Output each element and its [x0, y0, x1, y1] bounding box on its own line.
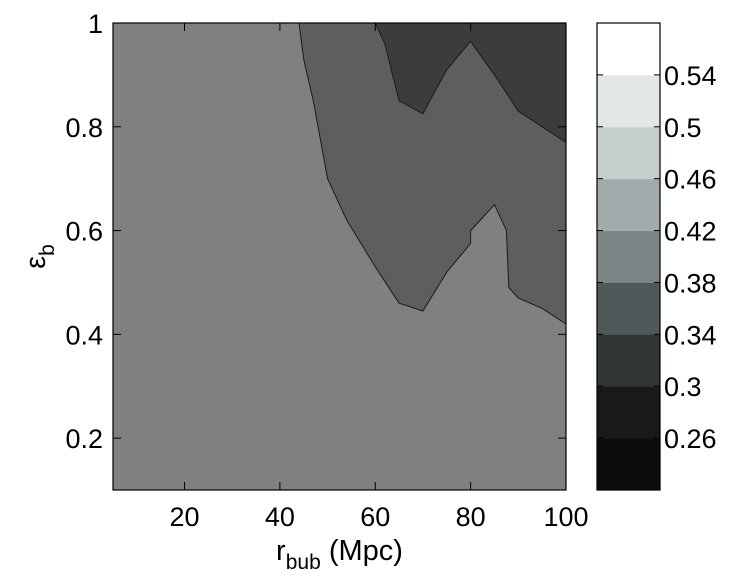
colorbar-tick-label: 0.34	[664, 320, 717, 350]
colorbar-tick-label: 0.5	[664, 113, 702, 143]
colorbar-tick-label: 0.26	[664, 424, 717, 454]
colorbar-band	[597, 282, 660, 335]
plot-ticks: 20 40 60 80 100 0.2 0.4 0.6 0.8 1	[65, 9, 588, 532]
x-axis-label: rbub (Mpc)	[276, 535, 403, 574]
colorbar-band	[597, 23, 660, 76]
y-tick-label: 1	[88, 9, 103, 39]
colorbar: 0.26 0.3 0.34 0.38 0.42 0.46 0.5 0.54	[596, 22, 717, 491]
y-axis-label-main: ε	[20, 256, 52, 269]
x-tick-label: 40	[265, 502, 295, 532]
colorbar-band	[597, 126, 660, 180]
colorbar-band	[597, 386, 660, 439]
colorbar-tick-label: 0.54	[664, 61, 717, 91]
x-axis-label-sub: bub	[286, 551, 321, 574]
plot-frame	[112, 22, 567, 491]
colorbar-band	[597, 178, 660, 232]
plot-area	[113, 22, 567, 490]
x-tick-label: 20	[170, 502, 200, 532]
y-tick-label: 0.8	[65, 113, 103, 143]
colorbar-tick-label: 0.42	[664, 217, 717, 247]
x-axis-label-main: r	[276, 535, 286, 567]
x-tick-label: 80	[456, 502, 486, 532]
colorbar-band	[597, 334, 660, 387]
colorbar-tick-label: 0.38	[664, 268, 717, 298]
y-axis-label-sub: b	[36, 244, 59, 256]
x-axis-label-suffix: (Mpc)	[321, 535, 403, 567]
colorbar-band	[597, 74, 660, 128]
colorbar-tick-label: 0.46	[664, 165, 717, 195]
contour-region-1	[298, 22, 567, 325]
x-tick-label: 60	[360, 502, 390, 532]
y-axis-label: εb	[20, 244, 59, 269]
y-tick-label: 0.6	[65, 217, 103, 247]
colorbar-tick-label: 0.3	[664, 372, 702, 402]
y-tick-label: 0.4	[65, 320, 103, 350]
colorbar-frame	[596, 22, 661, 491]
colorbar-band	[597, 438, 660, 491]
x-tick-label: 100	[543, 502, 588, 532]
y-tick-label: 0.2	[65, 424, 103, 454]
colorbar-band	[597, 230, 660, 283]
